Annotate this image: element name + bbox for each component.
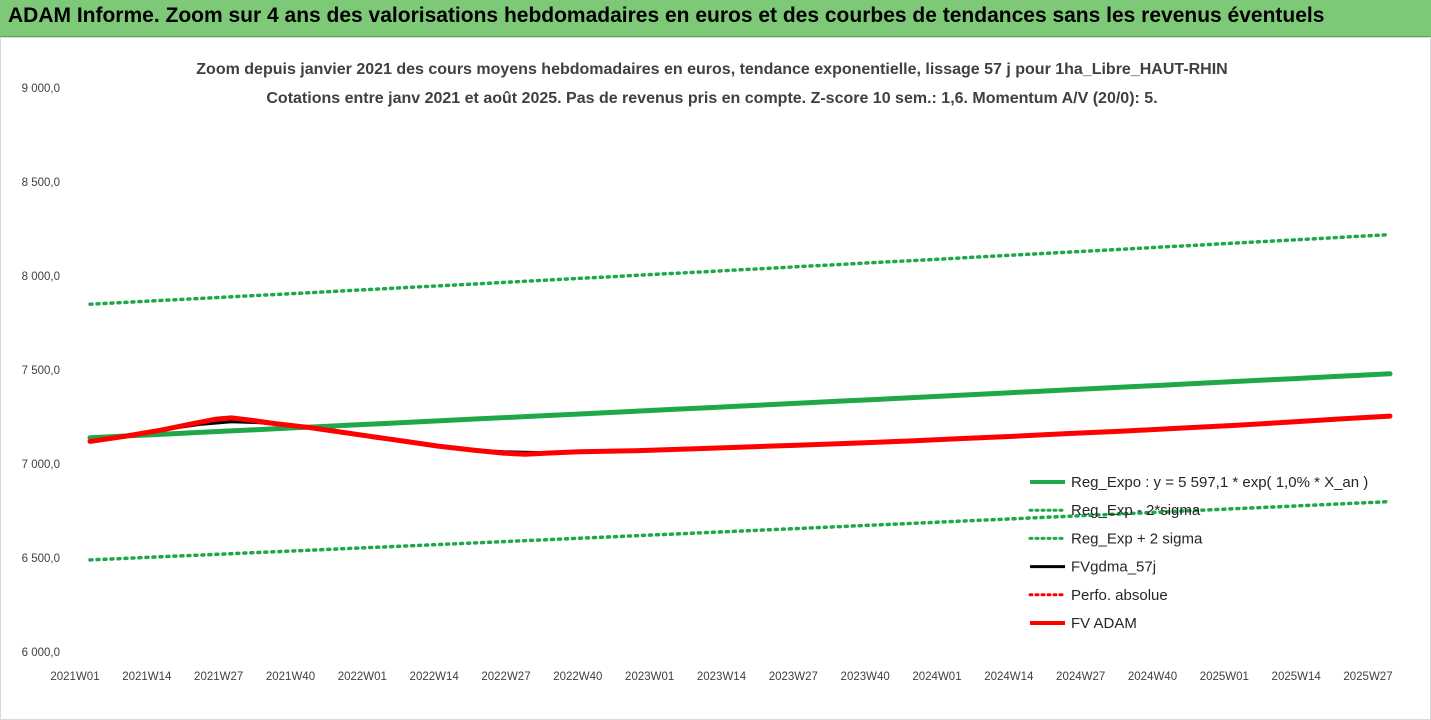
x-tick-label: 2023W14: [697, 671, 747, 683]
y-tick-label: 8 500,0: [22, 177, 60, 189]
x-tick-label: 2023W40: [841, 671, 890, 683]
x-tick-label: 2022W27: [481, 671, 530, 683]
legend: Reg_Expo : y = 5 597,1 * exp( 1,0% * X_a…: [1028, 474, 1368, 632]
chart-subtitle: Cotations entre janv 2021 et août 2025. …: [266, 90, 1157, 107]
series-line-2: [88, 232, 1392, 306]
x-tick-label: 2023W01: [625, 671, 674, 683]
title-banner: ADAM Informe. Zoom sur 4 ans des valoris…: [0, 0, 1431, 37]
x-tick-label: 2025W27: [1343, 671, 1392, 683]
series-line-5: [87, 413, 1393, 457]
y-tick-label: 8 000,0: [22, 271, 60, 283]
x-tick-label: 2022W40: [553, 671, 602, 683]
y-tick-label: 7 000,0: [22, 459, 60, 471]
y-tick-label: 9 000,0: [22, 83, 60, 95]
legend-label-4: Perfo. absolue: [1071, 587, 1168, 604]
x-tick-label: 2023W27: [769, 671, 818, 683]
legend-label-3: FVgdma_57j: [1071, 559, 1156, 576]
legend-label-5: FV ADAM: [1071, 615, 1137, 632]
x-axis: 2021W01 2021W14 2021W27 2021W40 2022W01 2022W…: [50, 671, 1392, 683]
x-tick-label: 2022W14: [410, 671, 460, 683]
y-tick-label: 6 500,0: [22, 553, 60, 565]
legend-label-2: Reg_Exp + 2 sigma: [1071, 530, 1203, 547]
chart-title: Zoom depuis janvier 2021 des cours moyen…: [196, 61, 1227, 78]
legend-label-0: Reg_Expo : y = 5 597,1 * exp( 1,0% * X_a…: [1071, 474, 1368, 491]
x-tick-label: 2024W14: [984, 671, 1034, 683]
x-tick-label: 2024W01: [912, 671, 961, 683]
x-tick-label: 2021W27: [194, 671, 243, 683]
plot-area: [87, 232, 1393, 562]
y-tick-label: 7 500,0: [22, 365, 60, 377]
x-tick-label: 2024W27: [1056, 671, 1105, 683]
x-tick-label: 2021W01: [50, 671, 99, 683]
x-tick-label: 2025W01: [1200, 671, 1249, 683]
x-tick-label: 2021W14: [122, 671, 172, 683]
series-line-1: [88, 499, 1392, 562]
x-tick-label: 2021W40: [266, 671, 315, 683]
x-tick-label: 2024W40: [1128, 671, 1177, 683]
banner-title: ADAM Informe. Zoom sur 4 ans des valoris…: [8, 4, 1325, 27]
y-axis: 9 000,0 8 500,0 8 000,0 7 500,0 7 000,0 6 500…: [22, 83, 60, 659]
y-tick-label: 6 000,0: [22, 647, 60, 659]
x-tick-label: 2022W01: [338, 671, 387, 683]
legend-label-1: Reg_Exp - 2*sigma: [1071, 502, 1201, 519]
x-tick-label: 2025W14: [1272, 671, 1322, 683]
